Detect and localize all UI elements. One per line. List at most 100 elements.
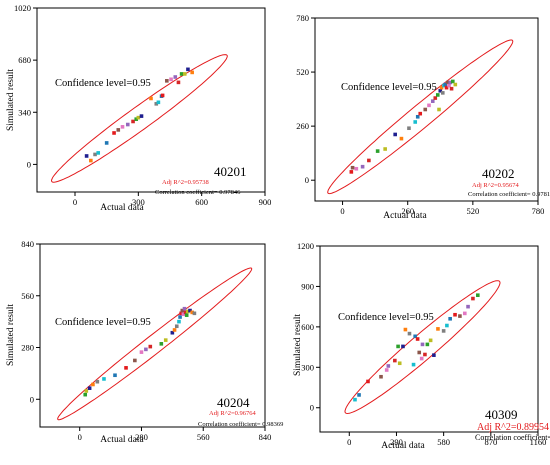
x-tick-label: 580 bbox=[437, 437, 450, 447]
y-tick-label: 900 bbox=[301, 281, 314, 291]
data-point bbox=[453, 312, 457, 317]
data-point bbox=[131, 119, 135, 124]
adj-r2-label: Adj R^2=0.89954 bbox=[477, 422, 549, 433]
data-point bbox=[176, 80, 181, 85]
data-point bbox=[453, 82, 458, 87]
correlation-label: Correlation coefficient= 0.98369 bbox=[198, 421, 283, 428]
data-point bbox=[139, 114, 144, 118]
data-point bbox=[419, 356, 424, 361]
data-point bbox=[433, 96, 438, 100]
data-point bbox=[445, 80, 450, 85]
data-point bbox=[393, 132, 397, 137]
data-point bbox=[411, 362, 416, 367]
data-point bbox=[188, 308, 192, 313]
data-point bbox=[179, 311, 183, 316]
data-point bbox=[182, 306, 187, 311]
data-point bbox=[173, 75, 178, 79]
data-point bbox=[366, 379, 370, 384]
data-point bbox=[476, 293, 480, 297]
data-point bbox=[174, 324, 179, 329]
data-point bbox=[192, 311, 197, 316]
y-tick-label: 0 bbox=[310, 403, 314, 413]
panel-id-label: 40204 bbox=[217, 395, 250, 410]
data-point bbox=[439, 85, 444, 90]
y-tick-label: 0 bbox=[27, 159, 31, 169]
data-point bbox=[125, 122, 130, 127]
panel-40204: 0 280 560 840 0 280 560 840 Confidence level=0.9… bbox=[6, 239, 283, 445]
x-tick-label: 1160 bbox=[530, 437, 547, 447]
data-point bbox=[438, 88, 443, 93]
y-axis-label: Simulated result bbox=[6, 69, 16, 131]
data-point bbox=[413, 120, 418, 124]
data-point bbox=[415, 114, 420, 119]
confidence-ellipse bbox=[327, 39, 514, 195]
data-point bbox=[360, 164, 365, 169]
data-point bbox=[149, 96, 153, 101]
data-point bbox=[386, 364, 391, 368]
data-point bbox=[407, 126, 411, 131]
data-point bbox=[451, 79, 455, 84]
y-tick-label: 340 bbox=[18, 107, 31, 117]
confidence-label: Confidence level=0.95 bbox=[55, 78, 151, 89]
y-tick-label: 260 bbox=[296, 121, 309, 131]
x-tick-label: 520 bbox=[466, 206, 479, 216]
data-point bbox=[83, 392, 88, 397]
data-point bbox=[428, 338, 433, 343]
data-point bbox=[186, 67, 190, 72]
plot-frame bbox=[39, 243, 266, 428]
confidence-label: Confidence level=0.95 bbox=[55, 317, 151, 328]
data-point bbox=[379, 374, 383, 379]
x-tick-label: 280 bbox=[135, 432, 148, 442]
x-tick-label: 600 bbox=[195, 197, 208, 207]
data-point bbox=[170, 330, 175, 335]
data-point bbox=[91, 382, 95, 387]
data-point bbox=[190, 70, 194, 75]
data-point bbox=[466, 304, 470, 309]
data-point bbox=[169, 77, 173, 82]
y-tick-label: 0 bbox=[30, 394, 34, 404]
data-point bbox=[425, 342, 430, 347]
confidence-label: Confidence level=0.95 bbox=[341, 82, 437, 93]
data-point bbox=[95, 379, 100, 384]
data-point bbox=[441, 329, 446, 333]
data-point bbox=[96, 151, 101, 155]
data-point bbox=[159, 342, 164, 346]
correlation-label: Correlation coefficient= 0.97846 bbox=[155, 189, 241, 196]
data-point bbox=[413, 334, 417, 339]
data-point bbox=[418, 111, 423, 116]
data-point bbox=[84, 154, 89, 158]
data-point bbox=[350, 165, 355, 170]
data-point bbox=[120, 125, 125, 129]
y-tick-label: 600 bbox=[301, 322, 314, 332]
data-point bbox=[178, 315, 182, 319]
data-point bbox=[134, 117, 139, 121]
data-point bbox=[458, 314, 462, 318]
plot-frame bbox=[36, 7, 266, 193]
adj-r2-label: Adj R^2=0.96764 bbox=[209, 410, 257, 417]
data-point bbox=[133, 358, 137, 363]
y-tick-label: 1200 bbox=[297, 241, 314, 251]
data-point bbox=[102, 377, 106, 381]
data-point bbox=[437, 107, 441, 112]
data-point bbox=[93, 152, 97, 157]
data-point bbox=[447, 83, 451, 88]
x-tick-label: 0 bbox=[73, 197, 77, 207]
data-point bbox=[449, 86, 454, 91]
confidence-ellipse bbox=[50, 54, 228, 183]
x-tick-label: 780 bbox=[532, 206, 545, 216]
data-point bbox=[354, 166, 359, 171]
x-tick-label: 0 bbox=[78, 432, 82, 442]
data-point bbox=[448, 316, 452, 321]
y-tick-label: 0 bbox=[305, 175, 309, 185]
data-point bbox=[440, 91, 445, 95]
data-point bbox=[144, 347, 148, 352]
y-tick-label: 300 bbox=[301, 362, 314, 372]
panel-40201: 0 300 600 900 0 340 680 1020 Confidence level=0.… bbox=[6, 3, 271, 213]
x-axis-label: Actual data bbox=[381, 441, 425, 451]
data-point bbox=[124, 366, 128, 370]
data-point bbox=[181, 312, 186, 317]
y-tick-label: 280 bbox=[21, 343, 34, 353]
data-point bbox=[427, 103, 431, 108]
data-point bbox=[180, 308, 185, 313]
data-point bbox=[383, 147, 387, 151]
